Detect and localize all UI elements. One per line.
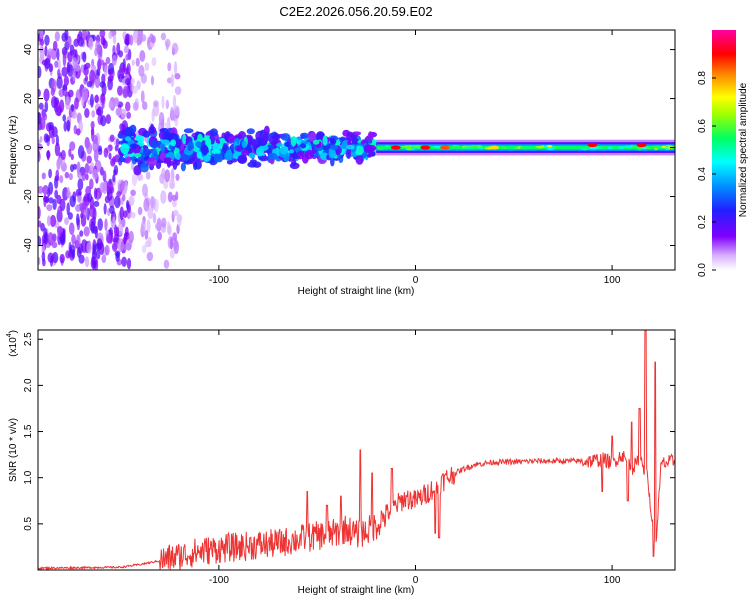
snr-spike <box>601 490 603 493</box>
spectrogram-peak <box>390 145 401 150</box>
snr-multiplier-exp: 4 <box>6 333 13 337</box>
x-tick-label: -100 <box>209 275 229 286</box>
y-tick-label: 2.5 <box>23 332 34 346</box>
snr-y-ticks: 0.5 1.0 1.5 2.0 2.5 <box>23 332 675 531</box>
snr-frame <box>37 329 676 571</box>
x-tick-label: 100 <box>604 275 621 286</box>
snr-spike <box>631 421 633 423</box>
y-tick-label: 1.0 <box>23 470 34 484</box>
snr-x-ticks: -100 0 100 <box>209 330 621 586</box>
snr-spike <box>359 449 362 451</box>
snr-spike <box>306 490 308 493</box>
spectrogram-peak <box>636 143 647 148</box>
spectrogram-peak <box>439 145 450 150</box>
y-tick-label: 40 <box>23 44 34 56</box>
spectrogram-frame <box>37 29 676 271</box>
snr-spike <box>340 495 342 497</box>
colorbar-tick-label: 0.2 <box>697 215 708 229</box>
snr-spike <box>326 504 328 506</box>
snr-series <box>38 330 675 570</box>
snr-spike <box>438 537 440 539</box>
spectrogram-panel: -100 0 100 -40 -20 0 20 40 Height of straight … <box>8 29 676 297</box>
snr-spike <box>371 472 373 474</box>
x-tick-label: 0 <box>413 275 419 286</box>
spectrogram-peak <box>587 143 598 148</box>
colorbar-label: Normalized spectral amplitude <box>738 82 749 217</box>
x-tick-label: 100 <box>604 575 621 586</box>
y-tick-label: 0.5 <box>23 516 34 530</box>
y-tick-label: 20 <box>23 93 34 105</box>
snr-spike <box>627 500 629 502</box>
snr-spike <box>652 555 654 557</box>
snr-x-label: Height of straight line (km) <box>298 585 415 596</box>
snr-panel: -100 0 100 0.5 1.0 1.5 2.0 2.5 Height of strai… <box>6 329 676 596</box>
y-tick-label: 0 <box>23 144 34 150</box>
spectrogram-peak <box>420 145 431 150</box>
svg-text:(x104): (x104) <box>6 330 19 357</box>
snr-line <box>38 330 675 570</box>
snr-y-label: SNR (10 * v/v) <box>8 418 19 482</box>
colorbar: 0.0 0.2 0.4 0.6 0.8 Normalized spectral ampl… <box>697 30 749 277</box>
snr-spike <box>639 407 641 410</box>
x-tick-label: 0 <box>413 575 419 586</box>
snr-spike <box>654 361 656 363</box>
snr-spike <box>611 435 613 437</box>
colorbar-tick-label: 0.4 <box>697 167 708 181</box>
spectrogram-heatmap <box>38 30 675 270</box>
snr-spike <box>391 467 393 470</box>
colorbar-tick-label: 0.8 <box>697 71 708 85</box>
spectrogram-x-label: Height of straight line (km) <box>298 286 415 297</box>
y-tick-label: -20 <box>23 189 34 204</box>
spectrogram-x-ticks: -100 0 100 <box>209 30 621 286</box>
spectrogram-y-label: Frequency (Hz) <box>8 116 19 185</box>
x-tick-label: -100 <box>209 575 229 586</box>
y-tick-label: 2.0 <box>23 378 34 392</box>
snr-spike <box>434 532 436 534</box>
y-tick-label: -40 <box>23 238 34 253</box>
colorbar-ticks: 0.0 0.2 0.4 0.6 0.8 <box>697 71 716 277</box>
colorbar-gradient <box>712 30 736 270</box>
snr-multiplier-base: (x10 <box>8 337 19 357</box>
spectrogram-y-ticks: -40 -20 0 20 40 <box>23 44 675 253</box>
colorbar-tick-label: 0.6 <box>697 119 708 133</box>
figure-title: C2E2.2026.056.20.59.E02 <box>279 4 432 19</box>
spectrogram-peak <box>489 145 500 150</box>
colorbar-tick-label: 0.0 <box>697 263 708 277</box>
y-tick-label: 1.5 <box>23 424 34 438</box>
snr-multiplier: (x104) <box>6 330 19 357</box>
snr-plot-area <box>38 330 675 570</box>
